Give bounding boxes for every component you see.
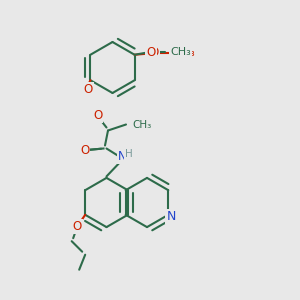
Text: H: H — [125, 148, 133, 159]
Text: O: O — [83, 83, 93, 96]
Text: O: O — [149, 46, 159, 59]
Text: O: O — [73, 220, 82, 233]
Text: CH₃: CH₃ — [171, 47, 191, 57]
Text: CH₃: CH₃ — [174, 46, 195, 59]
Text: N: N — [167, 210, 176, 223]
Text: CH₃: CH₃ — [132, 119, 151, 130]
Text: O: O — [146, 46, 156, 59]
Text: O: O — [80, 143, 89, 157]
Text: O: O — [93, 109, 102, 122]
Text: N: N — [118, 149, 127, 163]
